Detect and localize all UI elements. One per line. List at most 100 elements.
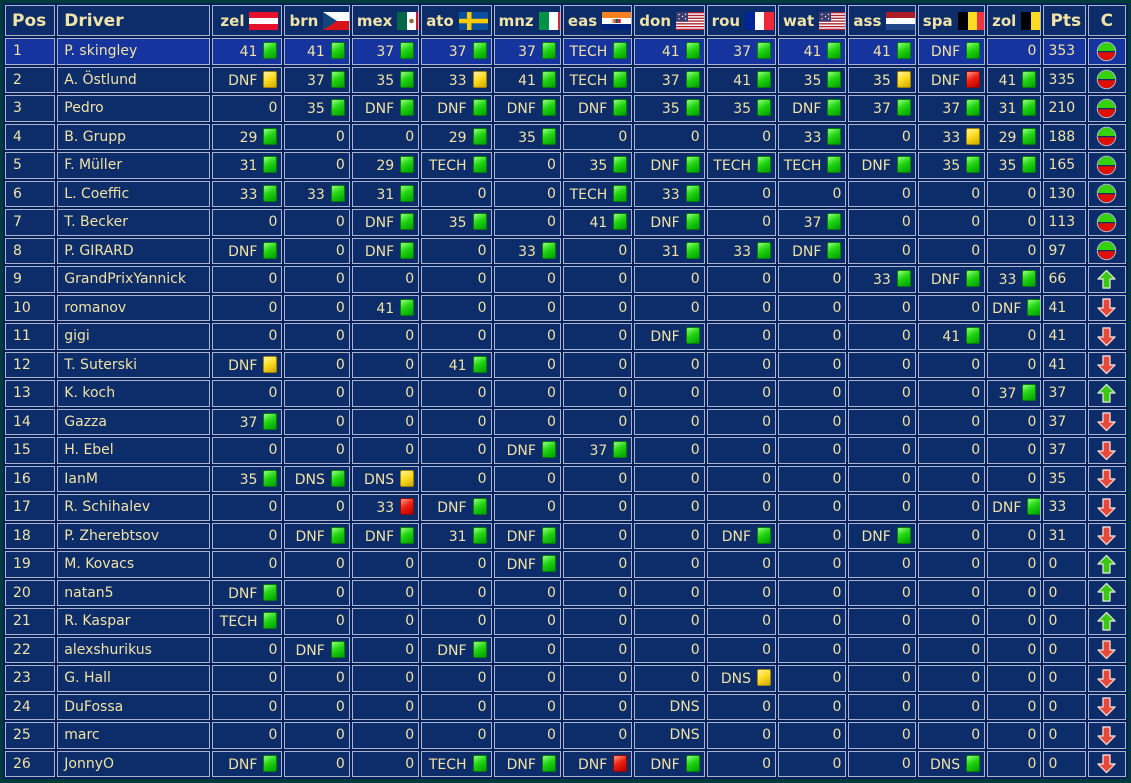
table-row[interactable]: 25 marc 0 0 0 0 0 0 DNS 0 0 0 0 0 0 [5, 722, 1126, 749]
column-header-pos[interactable]: Pos [5, 5, 56, 36]
table-row[interactable]: 16 IanM 35 DNS DNS 0 0 0 0 0 0 0 0 0 35 [5, 465, 1126, 492]
status-green-icon [685, 327, 700, 345]
table-row[interactable]: 21 R. Kaspar TECH 0 0 0 0 0 0 0 0 0 0 0 0 [5, 608, 1126, 635]
result-value: 0 [1027, 556, 1037, 573]
result-cell-mex: 37 [351, 38, 420, 65]
result-value: DNF [792, 243, 822, 260]
table-row[interactable]: 6 L. Coeffic 33 33 31 0 0 TECH 33 0 0 0 0 0 130 [5, 180, 1126, 207]
result-cell-rou: 0 [706, 608, 777, 635]
table-row[interactable]: 3 Pedro 0 35 DNF DNF DNF DNF 35 35 DNF 37 37 31 210 [5, 95, 1126, 122]
points-cell: 0 [1043, 551, 1086, 578]
column-header-ato[interactable]: ato [421, 5, 492, 36]
position-cell: 9 [5, 266, 56, 293]
result-cell-don: 33 [634, 180, 705, 207]
result-value: 0 [477, 185, 487, 202]
result-cell-zol: 0 [987, 38, 1042, 65]
column-header-zol[interactable]: zol [987, 5, 1042, 36]
table-row[interactable]: 17 R. Schihalev 0 0 33 DNF 0 0 0 0 0 0 0 DNF 33 [5, 494, 1126, 521]
column-header-don[interactable]: don [634, 5, 705, 36]
position-cell: 15 [5, 437, 56, 464]
result-value: 0 [618, 499, 628, 516]
result-cell-ass: 0 [848, 608, 916, 635]
points-cell: 33 [1043, 494, 1086, 521]
result-value: 0 [762, 584, 772, 601]
table-row[interactable]: 4 B. Grupp 29 0 0 29 35 0 0 0 33 0 33 29 188 [5, 123, 1126, 150]
result-cell-mex: 0 [351, 665, 420, 692]
result-value: 0 [268, 727, 278, 744]
table-row[interactable]: 14 Gazza 37 0 0 0 0 0 0 0 0 0 0 0 37 [5, 408, 1126, 435]
result-value: 0 [971, 242, 981, 259]
result-value: 37 [942, 101, 961, 118]
column-header-brn[interactable]: brn [284, 5, 350, 36]
table-row[interactable]: 13 K. koch 0 0 0 0 0 0 0 0 0 0 0 37 37 [5, 380, 1126, 407]
result-cell-don: DNF [634, 152, 705, 179]
status-green-icon [400, 298, 415, 316]
result-cell-rou: 0 [706, 494, 777, 521]
status-green-icon [472, 156, 487, 174]
driver-name-cell: H. Ebel [57, 437, 211, 464]
position-cell: 23 [5, 665, 56, 692]
table-row[interactable]: 23 G. Hall 0 0 0 0 0 0 0 DNS 0 0 0 0 0 [5, 665, 1126, 692]
table-row[interactable]: 8 P. GIRARD DNF 0 DNF 0 33 0 31 33 DNF 0 0 0 97 [5, 237, 1126, 264]
change-cell [1087, 294, 1126, 321]
table-row[interactable]: 2 A. Östlund DNF 37 35 33 41 TECH 37 41 35 35 DNF 41 3… [5, 66, 1126, 93]
points-cell: 335 [1043, 66, 1086, 93]
table-row[interactable]: 26 JonnyO DNF 0 0 TECH DNF DNF DNF 0 0 0 DNS 0 0 [5, 750, 1126, 777]
table-row[interactable]: 24 DuFossa 0 0 0 0 0 0 DNS 0 0 0 0 0 0 [5, 693, 1126, 720]
table-row[interactable]: 18 P. Zherebtsov 0 DNF DNF 31 DNF 0 0 DNF 0 DNF 0 0 31 [5, 522, 1126, 549]
column-header-driver[interactable]: Driver [57, 5, 211, 36]
column-header-mex[interactable]: mex [351, 5, 420, 36]
result-value: 0 [335, 356, 345, 373]
table-row[interactable]: 10 romanov 0 0 41 0 0 0 0 0 0 0 0 DNF 41 [5, 294, 1126, 321]
table-row[interactable]: 7 T. Becker 0 0 DNF 35 0 41 DNF 0 37 0 0 0 113 [5, 209, 1126, 236]
result-cell-eas: 0 [562, 294, 633, 321]
result-value: 0 [1027, 641, 1037, 658]
column-header-c[interactable]: C [1087, 5, 1126, 36]
result-value: 0 [335, 556, 345, 573]
status-green-icon [827, 241, 842, 259]
result-value: 41 [942, 329, 961, 346]
result-value: 0 [477, 698, 487, 715]
result-cell-rou: DNF [706, 522, 777, 549]
column-header-pts[interactable]: Pts [1043, 5, 1086, 36]
table-row[interactable]: 11 gigi 0 0 0 0 0 0 DNF 0 0 0 41 0 41 [5, 323, 1126, 350]
column-label: mex [356, 11, 393, 30]
result-value: 0 [832, 527, 842, 544]
result-value: 0 [971, 185, 981, 202]
table-row[interactable]: 19 M. Kovacs 0 0 0 0 DNF 0 0 0 0 0 0 0 0 [5, 551, 1126, 578]
result-value: 0 [832, 499, 842, 516]
table-row[interactable]: 9 GrandPrixYannick 0 0 0 0 0 0 0 0 0 33 DNF 33 66 [5, 266, 1126, 293]
result-value: 0 [618, 527, 628, 544]
column-header-ass[interactable]: ass [848, 5, 916, 36]
result-cell-zol: 0 [987, 693, 1042, 720]
result-cell-eas: DNF [562, 750, 633, 777]
column-label: Driver [64, 10, 124, 31]
table-row[interactable]: 22 alexshurikus 0 DNF 0 DNF 0 0 0 0 0 0 0 0 0 [5, 636, 1126, 663]
change-cell [1087, 579, 1126, 606]
result-cell-ass: 0 [848, 551, 916, 578]
result-value: 0 [832, 328, 842, 345]
result-value: 0 [405, 727, 415, 744]
column-header-zel[interactable]: zel [212, 5, 283, 36]
column-header-spa[interactable]: spa [917, 5, 986, 36]
column-header-wat[interactable]: wat [778, 5, 847, 36]
table-row[interactable]: 15 H. Ebel 0 0 0 0 DNF 37 0 0 0 0 0 0 37 [5, 437, 1126, 464]
result-value: 0 [405, 128, 415, 145]
column-header-mnz[interactable]: mnz [493, 5, 561, 36]
table-row[interactable]: 12 T. Suterski DNF 0 0 41 0 0 0 0 0 0 0 0 41 [5, 351, 1126, 378]
table-row[interactable]: 20 natan5 DNF 0 0 0 0 0 0 0 0 0 0 0 0 [5, 579, 1126, 606]
result-cell-brn: 0 [284, 665, 350, 692]
status-green-icon [613, 70, 628, 88]
table-row[interactable]: 1 P. skingley 41 41 37 37 37 TECH 41 37 41 41 DNF 0 35… [5, 38, 1126, 65]
result-value: 0 [690, 556, 700, 573]
column-header-rou[interactable]: rou [706, 5, 777, 36]
result-cell-brn: 0 [284, 722, 350, 749]
result-value: DNF [437, 101, 467, 118]
column-header-eas[interactable]: eas [562, 5, 633, 36]
result-cell-mnz: 0 [493, 722, 561, 749]
result-cell-eas: 0 [562, 123, 633, 150]
table-row[interactable]: 5 F. Müller 31 0 29 TECH 0 35 DNF TECH TECH DNF 35 35… [5, 152, 1126, 179]
result-cell-wat: DNF [778, 237, 847, 264]
result-cell-rou: 0 [706, 693, 777, 720]
result-value: 0 [901, 442, 911, 459]
